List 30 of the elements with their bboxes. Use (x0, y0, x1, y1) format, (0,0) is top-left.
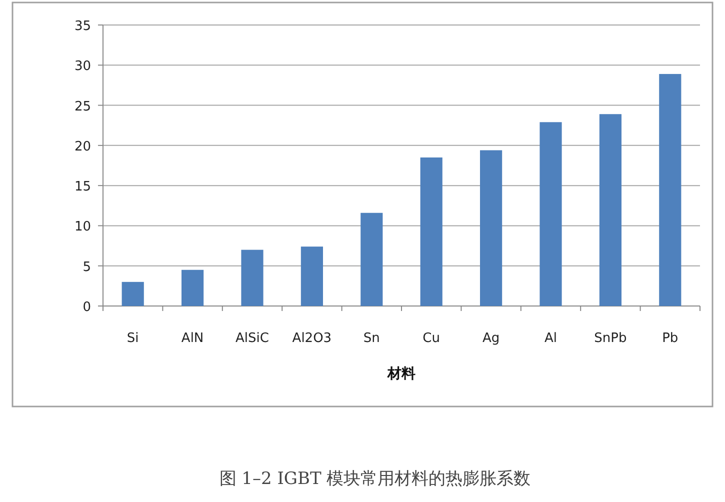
x-tick-label: Cu (422, 331, 440, 346)
x-tick-label: Sn (363, 331, 380, 346)
bar (540, 122, 562, 306)
bar (360, 212, 383, 306)
y-tick-label: 25 (74, 99, 91, 114)
bar (182, 270, 204, 306)
x-tick-label: Pb (662, 331, 678, 346)
x-tick-label: Al2O3 (292, 331, 332, 346)
x-tick-label: SnPb (594, 331, 627, 346)
bar (300, 246, 323, 306)
y-tick-label: 30 (74, 59, 91, 74)
x-tick-label: AlN (181, 331, 204, 346)
y-tick-label: 10 (74, 220, 91, 235)
bar (599, 114, 622, 306)
caption: 图 1–2 IGBT 模块常用材料的热膨胀系数 (219, 469, 531, 489)
bar (480, 150, 502, 306)
x-tick-label: Ag (482, 331, 500, 346)
bar (420, 157, 442, 306)
y-tick-label: 15 (74, 180, 91, 195)
x-tick-label: Al (544, 331, 558, 346)
y-tick-label: 0 (82, 300, 91, 315)
bar (241, 250, 264, 306)
bar (122, 282, 144, 306)
x-tick-label: Si (126, 331, 139, 346)
y-tick-label: 20 (74, 139, 91, 154)
y-tick-label: 5 (82, 260, 91, 275)
x-tick-label: AlSiC (236, 331, 269, 346)
bar (659, 74, 682, 306)
x-axis-title: 材料 (386, 366, 416, 382)
y-tick-label: 35 (74, 19, 91, 34)
